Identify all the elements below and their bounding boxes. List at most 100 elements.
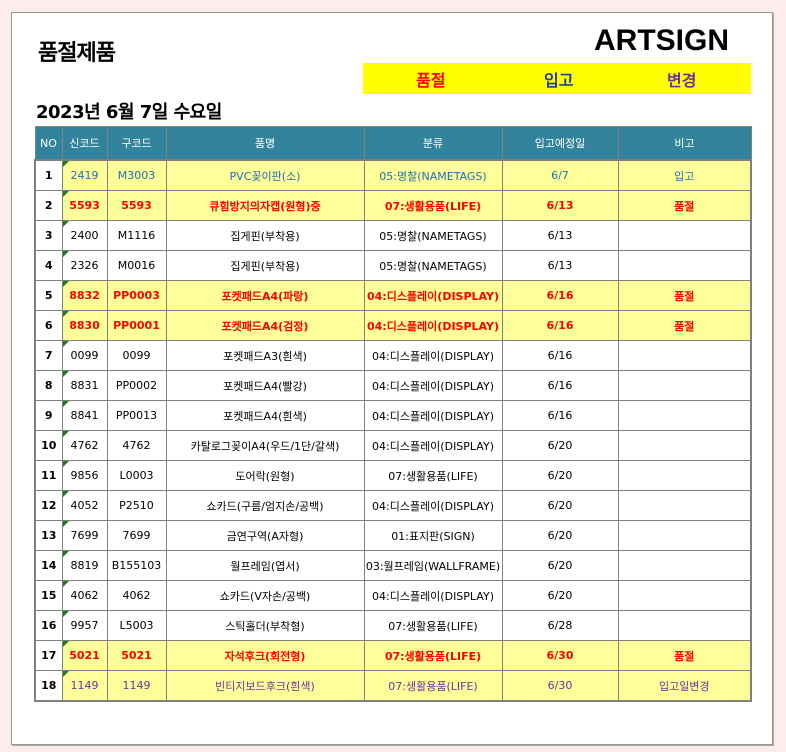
cell-name[interactable]: 스틱홀더(부착형) xyxy=(165,610,365,641)
cell-new[interactable]: 4052 xyxy=(61,490,108,521)
cell-note[interactable] xyxy=(617,490,752,521)
cell-new[interactable]: 9957 xyxy=(61,610,108,641)
cell-cat[interactable]: 07:생활용품(LIFE) xyxy=(363,460,503,491)
cell-date[interactable]: 6/16 xyxy=(501,370,619,401)
column-header[interactable]: 신코드 xyxy=(61,126,108,161)
cell-no[interactable]: 17 xyxy=(34,640,63,671)
cell-new[interactable]: 4062 xyxy=(61,580,108,611)
cell-name[interactable]: 쇼카드(구름/엄지손/공백) xyxy=(165,490,365,521)
cell-no[interactable]: 4 xyxy=(34,250,63,281)
cell-name[interactable]: 포켓패드A4(검정) xyxy=(165,310,365,341)
cell-date[interactable]: 6/16 xyxy=(501,340,619,371)
cell-note[interactable]: 품절 xyxy=(617,310,752,341)
cell-date[interactable]: 6/7 xyxy=(501,159,619,191)
cell-name[interactable]: 집게핀(부착용) xyxy=(165,220,365,251)
cell-cat[interactable]: 05:명찰(NAMETAGS) xyxy=(363,250,503,281)
cell-old[interactable]: PP0002 xyxy=(106,370,167,401)
cell-date[interactable]: 6/28 xyxy=(501,610,619,641)
cell-no[interactable]: 8 xyxy=(34,370,63,401)
cell-cat[interactable]: 01:표지판(SIGN) xyxy=(363,520,503,551)
cell-date[interactable]: 6/30 xyxy=(501,670,619,702)
cell-name[interactable]: 포켓패드A3(흰색) xyxy=(165,340,365,371)
cell-no[interactable]: 7 xyxy=(34,340,63,371)
cell-date[interactable]: 6/13 xyxy=(501,250,619,281)
cell-name[interactable]: 빈티지보드후크(흰색) xyxy=(165,670,365,702)
cell-name[interactable]: 큐힘방지의자캡(원형)중 xyxy=(165,190,365,221)
cell-cat[interactable]: 04:디스플레이(DISPLAY) xyxy=(363,430,503,461)
cell-new[interactable]: 2326 xyxy=(61,250,108,281)
cell-old[interactable]: 0099 xyxy=(106,340,167,371)
cell-name[interactable]: PVC꽂이판(소) xyxy=(165,159,365,191)
cell-cat[interactable]: 04:디스플레이(DISPLAY) xyxy=(363,400,503,431)
cell-name[interactable]: 집게핀(부착용) xyxy=(165,250,365,281)
cell-note[interactable]: 입고일변경 xyxy=(617,670,752,702)
cell-old[interactable]: 5593 xyxy=(106,190,167,221)
cell-date[interactable]: 6/16 xyxy=(501,310,619,341)
cell-note[interactable] xyxy=(617,340,752,371)
cell-no[interactable]: 13 xyxy=(34,520,63,551)
cell-cat[interactable]: 07:생활용품(LIFE) xyxy=(363,640,503,671)
cell-note[interactable]: 품절 xyxy=(617,190,752,221)
cell-cat[interactable]: 04:디스플레이(DISPLAY) xyxy=(363,310,503,341)
cell-name[interactable]: 카탈로그꽂이A4(우드/1단/갈색) xyxy=(165,430,365,461)
cell-cat[interactable]: 04:디스플레이(DISPLAY) xyxy=(363,280,503,311)
cell-no[interactable]: 12 xyxy=(34,490,63,521)
cell-note[interactable]: 품절 xyxy=(617,280,752,311)
cell-new[interactable]: 8819 xyxy=(61,550,108,581)
cell-no[interactable]: 14 xyxy=(34,550,63,581)
cell-no[interactable]: 11 xyxy=(34,460,63,491)
cell-note[interactable] xyxy=(617,460,752,491)
column-header[interactable]: 분류 xyxy=(363,126,503,161)
column-header[interactable]: 구코드 xyxy=(106,126,167,161)
cell-new[interactable]: 8831 xyxy=(61,370,108,401)
cell-name[interactable]: 포켓패드A4(파랑) xyxy=(165,280,365,311)
cell-old[interactable]: PP0003 xyxy=(106,280,167,311)
cell-name[interactable]: 쇼카드(V자손/공백) xyxy=(165,580,365,611)
cell-new[interactable]: 8830 xyxy=(61,310,108,341)
cell-new[interactable]: 2400 xyxy=(61,220,108,251)
cell-note[interactable] xyxy=(617,550,752,581)
cell-new[interactable]: 5593 xyxy=(61,190,108,221)
cell-old[interactable]: M3003 xyxy=(106,159,167,191)
cell-date[interactable]: 6/16 xyxy=(501,400,619,431)
cell-note[interactable] xyxy=(617,400,752,431)
cell-cat[interactable]: 04:디스플레이(DISPLAY) xyxy=(363,370,503,401)
cell-name[interactable]: 도어락(원형) xyxy=(165,460,365,491)
cell-cat[interactable]: 04:디스플레이(DISPLAY) xyxy=(363,580,503,611)
cell-old[interactable]: PP0013 xyxy=(106,400,167,431)
cell-name[interactable]: 포켓패드A4(흰색) xyxy=(165,400,365,431)
column-header[interactable]: NO xyxy=(34,126,63,161)
cell-date[interactable]: 6/20 xyxy=(501,580,619,611)
cell-name[interactable]: 금연구역(A자형) xyxy=(165,520,365,551)
cell-cat[interactable]: 07:생활용품(LIFE) xyxy=(363,670,503,702)
cell-note[interactable] xyxy=(617,370,752,401)
cell-date[interactable]: 6/13 xyxy=(501,190,619,221)
cell-new[interactable]: 4762 xyxy=(61,430,108,461)
cell-old[interactable]: 4762 xyxy=(106,430,167,461)
cell-date[interactable]: 6/20 xyxy=(501,550,619,581)
cell-cat[interactable]: 04:디스플레이(DISPLAY) xyxy=(363,340,503,371)
cell-old[interactable]: 7699 xyxy=(106,520,167,551)
cell-note[interactable]: 입고 xyxy=(617,159,752,191)
cell-cat[interactable]: 05:명찰(NAMETAGS) xyxy=(363,159,503,191)
cell-note[interactable] xyxy=(617,610,752,641)
cell-date[interactable]: 6/20 xyxy=(501,430,619,461)
cell-cat[interactable]: 07:생활용품(LIFE) xyxy=(363,610,503,641)
column-header[interactable]: 품명 xyxy=(165,126,365,161)
cell-note[interactable] xyxy=(617,580,752,611)
cell-no[interactable]: 10 xyxy=(34,430,63,461)
cell-new[interactable]: 8841 xyxy=(61,400,108,431)
cell-no[interactable]: 18 xyxy=(34,670,63,702)
cell-old[interactable]: L0003 xyxy=(106,460,167,491)
cell-note[interactable] xyxy=(617,520,752,551)
column-header[interactable]: 입고예정일 xyxy=(501,126,619,161)
cell-cat[interactable]: 05:명찰(NAMETAGS) xyxy=(363,220,503,251)
cell-no[interactable]: 15 xyxy=(34,580,63,611)
cell-no[interactable]: 5 xyxy=(34,280,63,311)
cell-new[interactable]: 1149 xyxy=(61,670,108,702)
cell-date[interactable]: 6/20 xyxy=(501,460,619,491)
cell-date[interactable]: 6/13 xyxy=(501,220,619,251)
cell-no[interactable]: 3 xyxy=(34,220,63,251)
cell-new[interactable]: 2419 xyxy=(61,159,108,191)
cell-new[interactable]: 0099 xyxy=(61,340,108,371)
